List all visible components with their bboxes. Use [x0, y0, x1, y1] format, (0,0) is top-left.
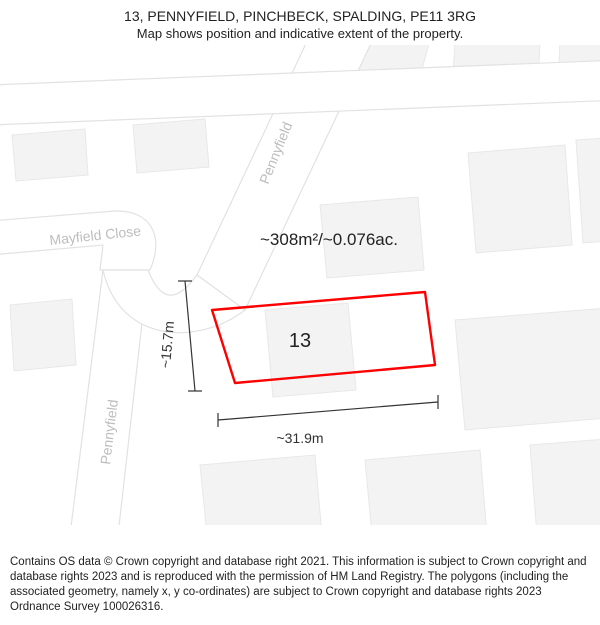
- bldg-l: [365, 450, 487, 525]
- bldg-a: [12, 129, 88, 181]
- page-subtitle: Map shows position and indicative extent…: [10, 26, 590, 41]
- plot-number: 13: [289, 330, 311, 352]
- footer-attribution: Contains OS data © Crown copyright and d…: [0, 547, 600, 625]
- bldg-c: [10, 299, 76, 371]
- bldg-m: [530, 438, 600, 525]
- area-label: ~308m²/~0.076ac.: [260, 230, 398, 249]
- map-svg: PennyfieldPennyfieldMayfield Close13~308…: [0, 45, 600, 525]
- dim-width-label: ~31.9m: [276, 430, 323, 446]
- header: 13, PENNYFIELD, PINCHBECK, SPALDING, PE1…: [0, 0, 600, 45]
- bldg-h: [468, 145, 572, 253]
- bldg-k: [200, 455, 322, 525]
- map-area: PennyfieldPennyfieldMayfield Close13~308…: [0, 45, 600, 525]
- bldg-b: [133, 119, 209, 173]
- bldg-j: [455, 307, 600, 430]
- page-title: 13, PENNYFIELD, PINCHBECK, SPALDING, PE1…: [10, 8, 590, 24]
